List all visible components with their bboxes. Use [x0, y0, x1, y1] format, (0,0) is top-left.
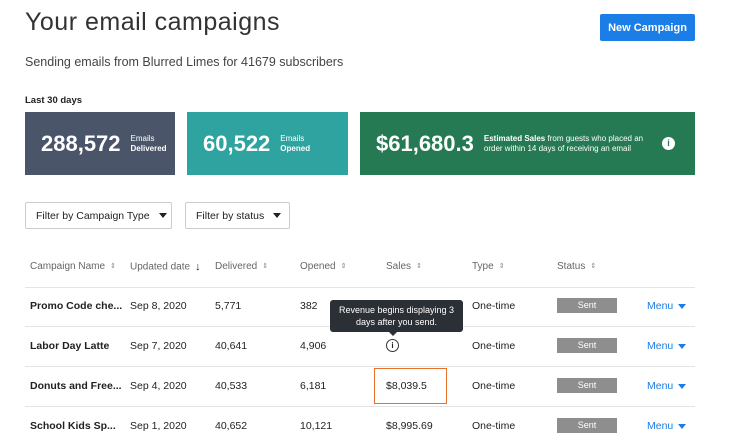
table-cell: 10,121	[300, 420, 333, 432]
campaign-name: Labor Day Latte	[30, 340, 110, 352]
status-badge: Sent	[557, 338, 617, 353]
stat-label-line: Delivered	[130, 143, 167, 153]
filter-dropdown[interactable]: Filter by Campaign Type	[25, 202, 172, 229]
table-cell: $8,995.69	[386, 420, 433, 432]
table-cell: Sep 7, 2020	[130, 340, 187, 352]
tooltip: Revenue begins displaying 3 days after y…	[330, 300, 463, 332]
status-badge: Sent	[557, 298, 617, 313]
menu-label: Menu	[647, 340, 674, 352]
table-cell: 6,181	[300, 380, 327, 392]
filter-dropdown[interactable]: Filter by status	[185, 202, 290, 229]
header-text: Status	[557, 261, 586, 272]
row-menu[interactable]: Menu	[647, 380, 687, 392]
column-header[interactable]: Type ⇕	[472, 261, 505, 272]
campaign-name: Donuts and Free...	[30, 380, 122, 392]
page-title: Your email campaigns	[25, 8, 281, 36]
sort-icon: ⇕	[498, 263, 505, 271]
header-text: Campaign Name	[30, 261, 106, 272]
tooltip-arrow	[388, 331, 398, 336]
period-label: Last 30 days	[25, 95, 83, 106]
column-header[interactable]: Updated date ↓	[130, 261, 201, 273]
filter-label: Filter by status	[196, 209, 265, 222]
status-badge: Sent	[557, 378, 617, 393]
table-cell: 382	[300, 300, 318, 312]
table-cell: One-time	[472, 420, 516, 432]
column-header[interactable]: Delivered ⇕	[215, 261, 268, 272]
stat-label: Emails Opened	[280, 134, 310, 154]
divider	[25, 406, 695, 407]
campaign-name: Promo Code che...	[30, 300, 123, 312]
divider	[25, 287, 695, 288]
header-text: Updated date	[130, 261, 191, 273]
table-cell: 40,652	[215, 420, 248, 432]
filter-label: Filter by Campaign Type	[36, 209, 150, 222]
stat-label-line: Emails	[280, 133, 305, 143]
stat-label: Estimated Sales from guests who placed a…	[484, 134, 654, 154]
table-cell: Sep 4, 2020	[130, 380, 187, 392]
stat-value: 288,572	[41, 130, 121, 156]
subtitle: Sending emails from Blurred Limes for 41…	[25, 55, 344, 69]
stat-card: 288,572 Emails Delivered	[25, 112, 175, 175]
menu-label: Menu	[647, 420, 674, 432]
column-header[interactable]: Status ⇕	[557, 261, 596, 272]
table-cell: Sep 8, 2020	[130, 300, 187, 312]
table-cell: Sep 1, 2020	[130, 420, 187, 432]
stat-value: 60,522	[203, 130, 271, 156]
stat-card: $61,680.3 Estimated Sales from guests wh…	[360, 112, 695, 175]
row-menu[interactable]: Menu	[647, 420, 687, 432]
column-header[interactable]: Opened ⇕	[300, 261, 346, 272]
table-cell: $8,039.5	[386, 380, 427, 392]
stat-label-rest: from guests who placed an order within 1…	[483, 133, 644, 153]
sort-icon: ⇕	[262, 263, 269, 271]
header-text: Sales	[386, 261, 412, 272]
highlight-box	[374, 368, 447, 404]
menu-label: Menu	[647, 300, 674, 312]
info-icon[interactable]: i	[386, 339, 399, 352]
new-campaign-button[interactable]: New Campaign	[600, 14, 695, 41]
divider	[25, 366, 695, 367]
table-cell: 5,771	[215, 300, 242, 312]
table-cell: 40,641	[215, 340, 248, 352]
sort-icon: ↓	[195, 261, 201, 273]
table-cell: One-time	[472, 380, 516, 392]
stat-label: Emails Delivered	[131, 134, 167, 154]
sort-icon: ⇕	[110, 263, 116, 271]
campaign-name: School Kids Sp...	[30, 420, 116, 432]
info-icon[interactable]: i	[662, 137, 675, 150]
header-text: Opened	[300, 261, 336, 272]
stat-value: $61,680.3	[376, 130, 474, 156]
column-header[interactable]: Sales ⇕	[386, 261, 422, 272]
header-text: Delivered	[215, 261, 258, 272]
stat-label-line: Emails	[130, 133, 155, 143]
menu-label: Menu	[647, 380, 674, 392]
stat-card: 60,522 Emails Opened	[187, 112, 348, 175]
column-header[interactable]: Campaign Name ⇕	[30, 261, 116, 272]
sort-icon: ⇕	[340, 263, 347, 271]
sort-icon: ⇕	[590, 263, 597, 271]
stat-label-line: Opened	[280, 143, 311, 153]
header-text: Type	[472, 261, 494, 272]
table-cell: One-time	[472, 340, 516, 352]
table-cell: 4,906	[300, 340, 327, 352]
sort-icon: ⇕	[416, 263, 422, 271]
table-cell: One-time	[472, 300, 516, 312]
stat-label-bold: Estimated Sales	[483, 133, 546, 143]
table-cell: 40,533	[215, 380, 248, 392]
status-badge: Sent	[557, 418, 617, 433]
row-menu[interactable]: Menu	[647, 340, 687, 352]
row-menu[interactable]: Menu	[647, 300, 687, 312]
